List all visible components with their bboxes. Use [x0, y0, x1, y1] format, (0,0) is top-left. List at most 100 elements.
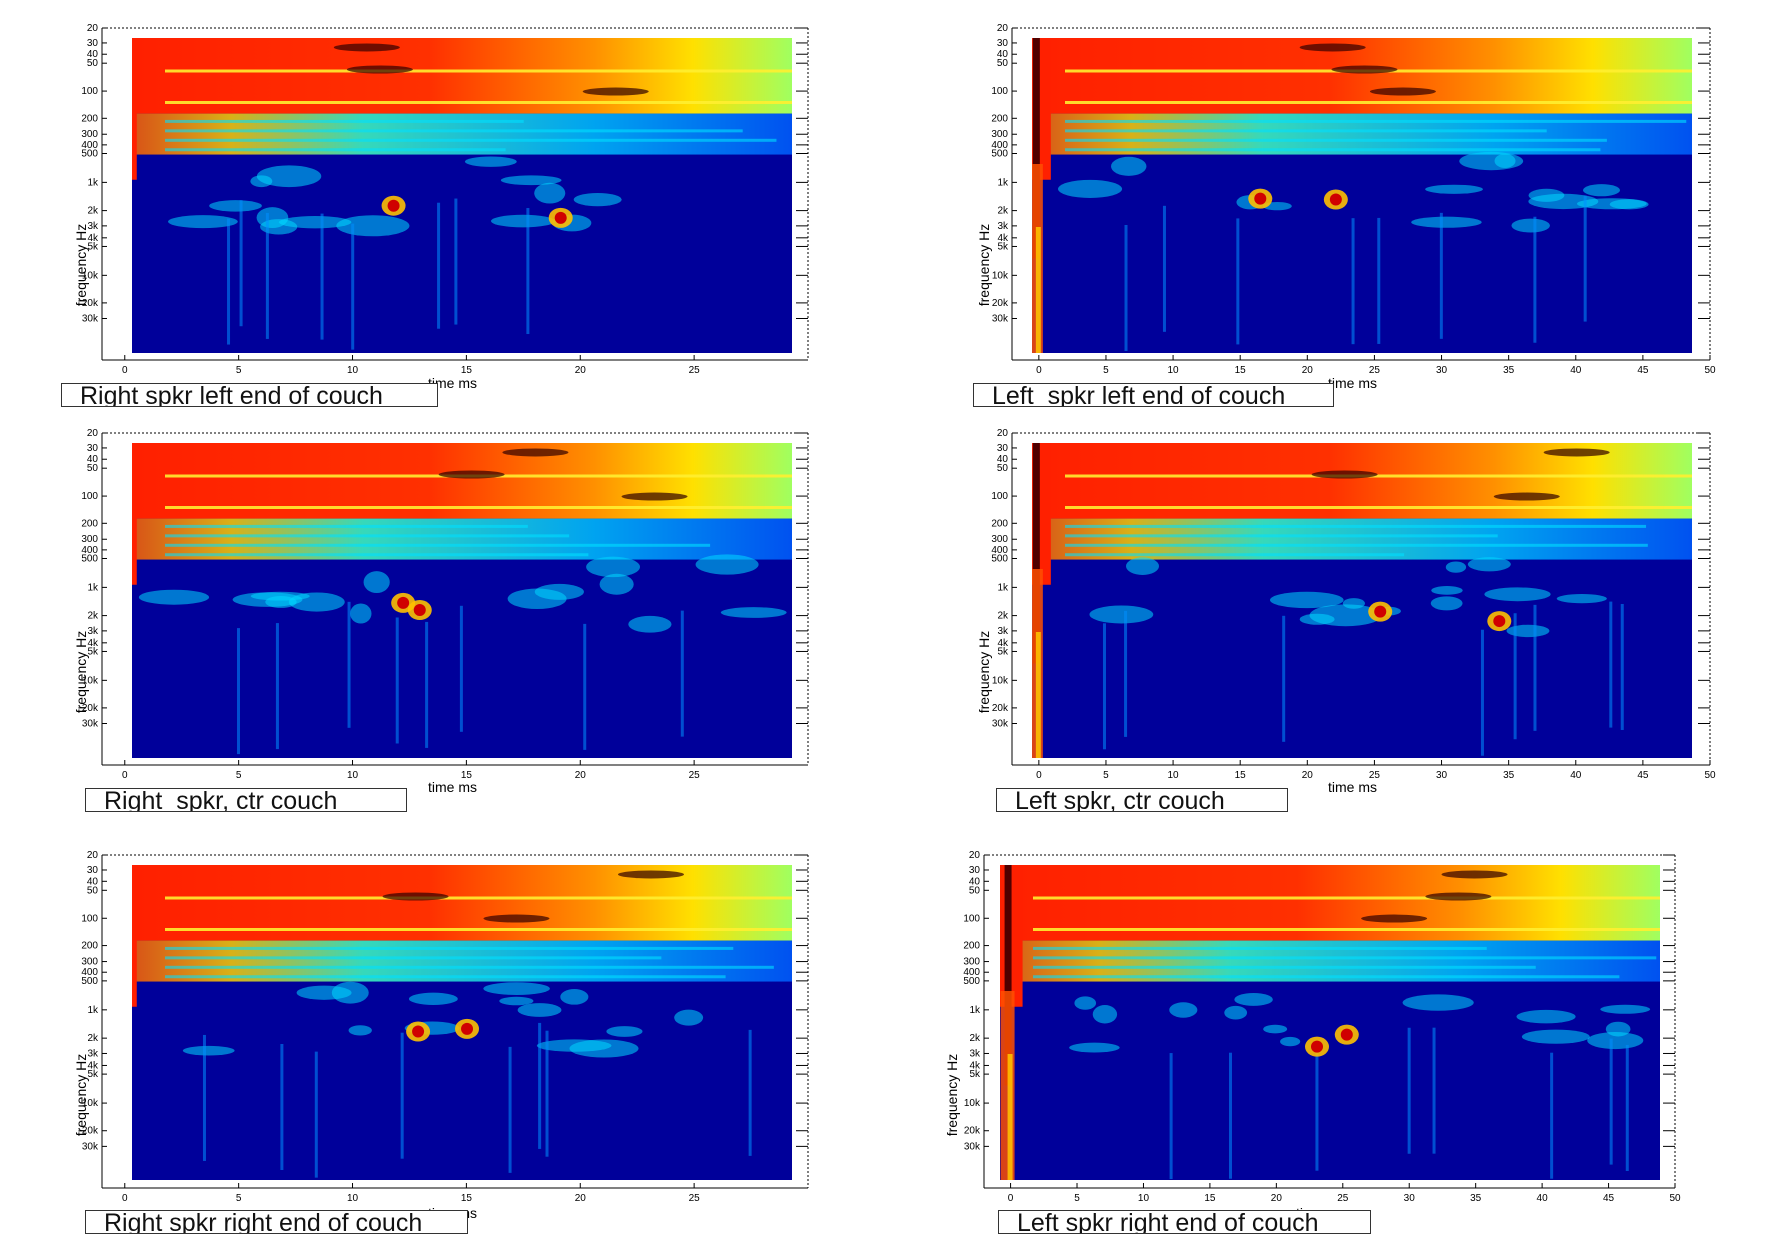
y-tick-label: 1k	[87, 582, 99, 593]
x-tick-label: 10	[347, 365, 359, 376]
y-tick-label: 20k	[992, 703, 1009, 714]
y-tick-label: 200	[81, 941, 98, 952]
y-tick-label: 2k	[87, 1033, 99, 1044]
y-tick-label: 20k	[82, 298, 99, 309]
y-tick-label: 300	[991, 534, 1008, 545]
y-tick-label: 5k	[87, 241, 99, 252]
heatmap-image	[1032, 38, 1692, 353]
y-tick-label: 20	[87, 23, 99, 34]
y-axis-label: frequency Hz	[73, 224, 89, 306]
x-tick-label: 10	[1168, 770, 1180, 781]
heatmap-image	[132, 443, 792, 755]
y-tick-label: 1k	[997, 582, 1009, 593]
x-tick-label: 0	[122, 770, 128, 781]
y-tick-label: 40	[87, 454, 99, 465]
y-tick-label: 4k	[997, 638, 1009, 649]
x-tick-label: 50	[1704, 365, 1716, 376]
x-tick-label: 0	[122, 1193, 128, 1204]
x-tick-label: 30	[1436, 770, 1448, 781]
x-tick-label: 25	[1369, 365, 1381, 376]
x-tick-label: 0	[1036, 770, 1042, 781]
y-tick-label: 2k	[87, 206, 99, 217]
y-tick-label: 50	[87, 885, 99, 896]
y-tick-label: 50	[87, 58, 99, 69]
x-tick-label: 0	[1008, 1193, 1014, 1204]
x-tick-label: 10	[1138, 1193, 1150, 1204]
y-tick-label: 20	[997, 428, 1009, 439]
heatmap-image	[132, 38, 792, 350]
x-tick-label: 15	[1235, 365, 1247, 376]
y-tick-label: 500	[81, 976, 98, 987]
y-tick-label: 500	[991, 148, 1008, 159]
panel-caption: Left spkr left end of couch	[973, 383, 1334, 407]
y-tick-label: 40	[87, 876, 99, 887]
spectrogram-panel-3: 203040501002003004005001k2k3k4k5k10k20k3…	[73, 428, 809, 795]
x-tick-label: 25	[1337, 1193, 1349, 1204]
y-tick-label: 5k	[997, 646, 1009, 657]
y-tick-label: 50	[87, 463, 99, 474]
x-tick-label: 15	[1235, 770, 1247, 781]
y-tick-label: 20	[87, 850, 99, 861]
y-tick-label: 5k	[87, 646, 99, 657]
y-tick-label: 1k	[87, 1005, 99, 1016]
x-tick-label: 35	[1503, 365, 1515, 376]
y-tick-label: 20	[997, 23, 1009, 34]
y-tick-label: 30k	[82, 719, 99, 730]
y-tick-label: 200	[963, 941, 980, 952]
y-tick-label: 2k	[87, 611, 99, 622]
y-tick-label: 20k	[82, 703, 99, 714]
x-tick-label: 20	[1271, 1193, 1283, 1204]
y-tick-label: 50	[997, 463, 1009, 474]
y-tick-label: 30k	[964, 1141, 981, 1152]
y-tick-label: 20	[87, 428, 99, 439]
y-tick-label: 20k	[964, 1126, 981, 1137]
x-axis-label: time ms	[1328, 375, 1377, 391]
x-tick-label: 20	[575, 1193, 587, 1204]
x-tick-label: 45	[1637, 770, 1649, 781]
y-tick-label: 10k	[82, 675, 99, 686]
y-tick-label: 3k	[997, 626, 1009, 637]
y-tick-label: 10k	[964, 1098, 981, 1109]
y-tick-label: 300	[963, 957, 980, 968]
x-tick-label: 15	[1204, 1193, 1216, 1204]
y-tick-label: 30	[969, 865, 981, 876]
spectrogram-panel-6: 203040501002003004005001k2k3k4k5k10k20k3…	[944, 850, 1681, 1221]
y-tick-label: 3k	[997, 221, 1009, 232]
x-tick-label: 30	[1404, 1193, 1416, 1204]
y-tick-label: 4k	[87, 638, 99, 649]
y-tick-label: 300	[81, 957, 98, 968]
y-tick-label: 50	[997, 58, 1009, 69]
y-tick-label: 2k	[997, 206, 1009, 217]
x-axis-label: time ms	[428, 375, 477, 391]
x-tick-label: 5	[1103, 365, 1109, 376]
x-tick-label: 25	[689, 365, 701, 376]
x-tick-label: 5	[236, 365, 242, 376]
y-tick-label: 400	[81, 545, 98, 556]
y-tick-label: 10k	[992, 675, 1009, 686]
x-tick-label: 0	[122, 365, 128, 376]
y-tick-label: 300	[81, 534, 98, 545]
y-tick-label: 500	[81, 148, 98, 159]
y-tick-label: 200	[81, 113, 98, 124]
y-tick-label: 200	[991, 518, 1008, 529]
y-tick-label: 40	[969, 876, 981, 887]
x-tick-label: 20	[1302, 770, 1314, 781]
x-tick-label: 10	[1168, 365, 1180, 376]
x-tick-label: 45	[1637, 365, 1649, 376]
y-tick-label: 100	[81, 491, 98, 502]
y-tick-label: 300	[991, 129, 1008, 140]
y-tick-label: 500	[81, 553, 98, 564]
y-tick-label: 5k	[997, 241, 1009, 252]
x-tick-label: 25	[1369, 770, 1381, 781]
y-tick-label: 10k	[82, 1098, 99, 1109]
y-tick-label: 2k	[969, 1033, 981, 1044]
y-tick-label: 4k	[997, 233, 1009, 244]
y-tick-label: 2k	[997, 611, 1009, 622]
x-tick-label: 5	[1074, 1193, 1080, 1204]
panel-caption: Right spkr left end of couch	[61, 383, 438, 407]
x-axis-label: time ms	[1328, 779, 1377, 795]
x-tick-label: 15	[461, 1193, 473, 1204]
x-tick-label: 40	[1570, 365, 1582, 376]
x-tick-label: 20	[1302, 365, 1314, 376]
